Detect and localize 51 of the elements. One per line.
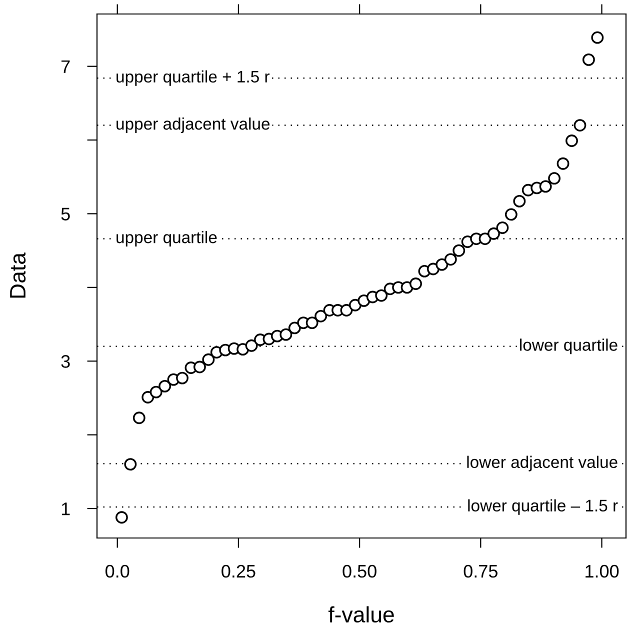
y-tick-label: 7 (61, 60, 70, 73)
y-axis-title: Data (10, 252, 26, 298)
point (176, 372, 188, 384)
ref-line-label: lower quartile (520, 338, 618, 354)
point (150, 386, 162, 398)
point (488, 227, 500, 240)
point (444, 253, 457, 266)
point (410, 278, 422, 290)
point (306, 316, 318, 330)
y-tick-label: 3 (61, 355, 70, 368)
point (288, 322, 301, 334)
point (245, 339, 258, 352)
point (348, 298, 362, 312)
y-tick-label: 1 (62, 502, 70, 516)
point (280, 328, 292, 341)
point (314, 310, 328, 322)
point (202, 353, 215, 366)
x-tick-label: 1.00 (586, 564, 619, 578)
ref-line-label: lower adjacent value (467, 456, 618, 472)
point (115, 511, 128, 524)
ref-line-label: upper quartile (116, 231, 217, 247)
ref-line-label: upper adjacent value (116, 118, 270, 134)
point (452, 244, 466, 257)
point (436, 258, 448, 271)
point (539, 180, 552, 193)
x-axis-title: f-value (328, 606, 394, 623)
x-tick-label: 0.25 (222, 564, 256, 578)
point (132, 412, 146, 424)
point (478, 232, 492, 245)
ref-line-label: upper quartile + 1.5 r (116, 70, 270, 86)
point (566, 134, 578, 147)
ref-line-label: lower quartile – 1.5 r (468, 499, 618, 515)
point (142, 391, 154, 404)
point (591, 31, 604, 44)
point (496, 222, 509, 234)
x-tick-label: 0.75 (464, 564, 498, 578)
point (340, 304, 353, 316)
point (513, 194, 526, 208)
x-tick-label: 0.0 (106, 564, 130, 578)
point (158, 380, 172, 392)
point (375, 289, 388, 302)
point (124, 458, 137, 471)
point (574, 119, 586, 132)
point (556, 157, 570, 170)
y-tick-label: 5 (61, 208, 70, 220)
x-tick-label: 0.50 (342, 564, 376, 578)
point (548, 172, 561, 185)
point (504, 208, 518, 221)
point (193, 360, 206, 374)
point (582, 53, 595, 66)
point (426, 262, 440, 276)
